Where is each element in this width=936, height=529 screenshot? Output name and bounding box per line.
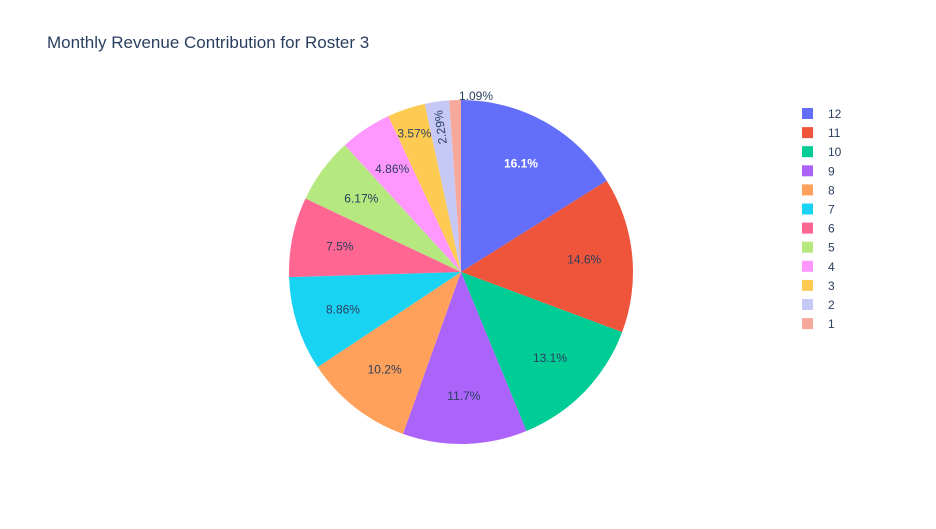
pie-slice-11[interactable]: [461, 180, 634, 333]
legend-swatch-9[interactable]: [802, 165, 813, 177]
slice-label-2: 2.29%: [431, 109, 450, 145]
legend-swatch-10[interactable]: [802, 146, 813, 158]
legend-label-10[interactable]: 10: [828, 145, 842, 159]
slice-label-1: 1.09%: [459, 89, 493, 103]
legend-label-9[interactable]: 9: [828, 164, 835, 178]
legend-swatch-8[interactable]: [802, 184, 813, 196]
slice-labels: 16.1% 14.6% 13.1% 11.7% 10.2% 8.86% 7.5% 6.17% 4…: [326, 89, 602, 403]
slice-label-8: 10.2%: [368, 362, 402, 376]
legend-label-12[interactable]: 12: [828, 107, 842, 121]
slice-label-5: 6.17%: [344, 192, 378, 206]
pie-slices: [289, 100, 634, 444]
legend-label-8[interactable]: 8: [828, 183, 835, 197]
legend-swatch-3[interactable]: [802, 279, 813, 291]
legend-label-3[interactable]: 3: [828, 279, 835, 293]
legend-label-6[interactable]: 6: [828, 222, 835, 236]
legend-swatch-12[interactable]: [802, 108, 813, 119]
pie-slice-2[interactable]: [424, 100, 461, 273]
legend-swatch-4[interactable]: [802, 260, 813, 272]
pie-slice-6[interactable]: [289, 198, 461, 278]
pie-slice-10[interactable]: [461, 272, 623, 432]
slice-label-10: 13.1%: [533, 351, 567, 365]
pie-slice-5[interactable]: [305, 145, 461, 272]
legend-label-7[interactable]: 7: [828, 203, 835, 217]
slice-label-12: 16.1%: [504, 157, 538, 171]
slice-label-4: 4.86%: [375, 162, 409, 176]
slice-label-7: 8.86%: [326, 303, 360, 317]
chart-title: Monthly Revenue Contribution for Roster …: [47, 33, 370, 52]
pie-slice-12[interactable]: [461, 100, 607, 272]
legend-label-5[interactable]: 5: [828, 241, 835, 255]
legend-swatch-5[interactable]: [802, 241, 813, 253]
pie-slice-3[interactable]: [388, 103, 461, 272]
pie-slice-1[interactable]: [449, 100, 461, 272]
legend-swatch-2[interactable]: [802, 299, 813, 310]
slice-label-11: 14.6%: [567, 252, 601, 266]
pie-slice-8[interactable]: [317, 272, 461, 434]
pie-slice-7[interactable]: [289, 272, 461, 368]
slice-label-6: 7.5%: [326, 240, 354, 254]
legend-label-2[interactable]: 2: [828, 298, 835, 312]
slice-label-9: 11.7%: [447, 389, 480, 403]
legend-label-4[interactable]: 4: [828, 260, 835, 274]
pie-slice-9[interactable]: [402, 272, 527, 444]
legend-label-11[interactable]: 11: [828, 126, 841, 140]
pie-slice-4[interactable]: [344, 116, 461, 272]
legend-swatch-11[interactable]: [802, 127, 813, 139]
legend-label-1[interactable]: 1: [828, 317, 835, 331]
legend-swatch-7[interactable]: [802, 203, 813, 215]
legend: 12 11 10 9 8 7 6 5 4 3 2 1: [802, 107, 842, 331]
legend-swatch-6[interactable]: [802, 222, 813, 234]
legend-swatch-1[interactable]: [802, 318, 813, 330]
slice-label-3: 3.57%: [397, 126, 431, 140]
